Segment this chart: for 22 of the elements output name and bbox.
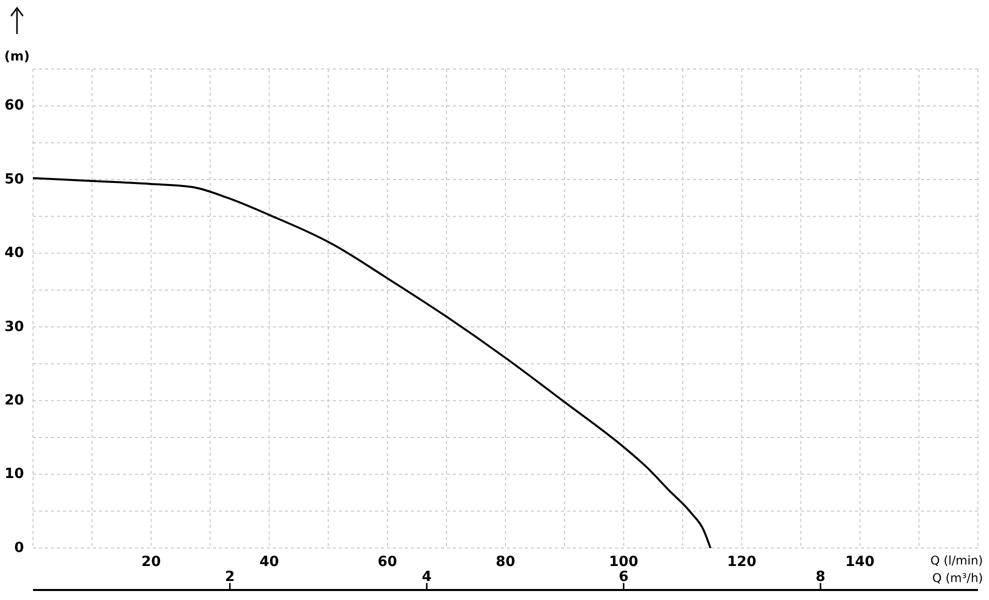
y-tick-label: 20 [4, 392, 24, 408]
y-axis-title: (m) [4, 50, 30, 65]
x2-tick-label: 6 [618, 568, 628, 585]
x-tick-label: 100 [609, 554, 638, 570]
x-tick-label: 140 [845, 554, 875, 570]
x2-tick-label: 4 [422, 568, 432, 585]
line-series [32, 177, 712, 549]
y-tick-label: 10 [4, 466, 24, 482]
x2-tick-label: 2 [225, 568, 235, 585]
x-tick-label: 80 [496, 554, 516, 570]
y-tick-label: 30 [4, 318, 24, 335]
x-tick-label: 120 [727, 554, 757, 570]
x2-axis-title: Q (m³/h) [932, 571, 983, 586]
x-axis-title: Q (l/min) [930, 553, 983, 568]
x-tick-label: 40 [260, 554, 280, 570]
x-tick-label: 20 [141, 554, 162, 570]
y-tick-label: 40 [4, 245, 24, 262]
y-tick-label: 50 [4, 171, 24, 188]
x-tick-label: 60 [378, 554, 398, 570]
y-tick-label: 60 [4, 98, 24, 114]
y-tick-label: 0 [14, 540, 24, 556]
x2-tick-label: 8 [816, 568, 826, 585]
